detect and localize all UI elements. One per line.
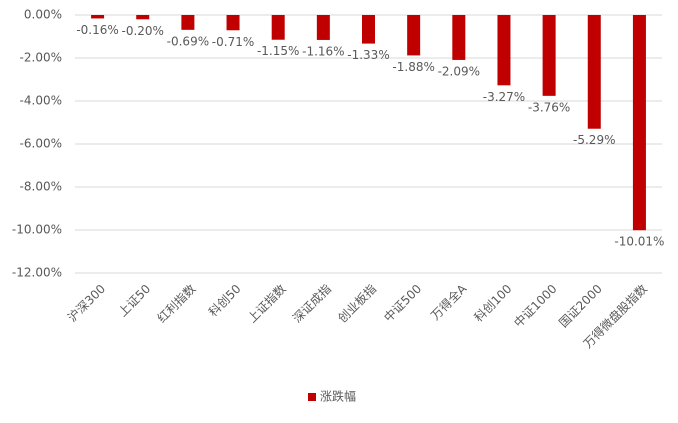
data-label: -1.16% bbox=[302, 44, 344, 58]
bar bbox=[91, 15, 105, 19]
data-label: -0.16% bbox=[76, 23, 118, 37]
x-tick-label: 中证500 bbox=[380, 281, 424, 325]
x-tick-label: 深证成指 bbox=[289, 281, 334, 326]
data-label: -0.69% bbox=[167, 34, 209, 48]
data-label: -3.76% bbox=[528, 100, 570, 114]
bar bbox=[271, 15, 285, 40]
x-tick-label: 科创100 bbox=[471, 282, 514, 325]
bar bbox=[497, 15, 511, 86]
legend-label: 涨跌幅 bbox=[320, 389, 356, 404]
y-tick-label: -4.00% bbox=[20, 94, 62, 108]
x-tick-label: 上证50 bbox=[116, 282, 154, 320]
x-tick-label: 创业板指 bbox=[335, 281, 380, 326]
bar bbox=[542, 15, 556, 96]
x-tick-label: 科创50 bbox=[206, 282, 244, 320]
data-label: -3.27% bbox=[483, 90, 525, 104]
bar bbox=[226, 15, 240, 31]
bar bbox=[362, 15, 375, 44]
data-label: -1.88% bbox=[392, 60, 434, 74]
data-label: -0.20% bbox=[122, 24, 164, 38]
x-tick-label: 沪深300 bbox=[65, 282, 108, 325]
y-tick-label: -8.00% bbox=[20, 180, 62, 194]
bar bbox=[136, 15, 150, 20]
x-tick-label: 红利指数 bbox=[154, 281, 199, 326]
bar bbox=[452, 15, 466, 60]
bar bbox=[632, 15, 646, 231]
x-tick-label: 上证指数 bbox=[244, 281, 289, 326]
y-tick-label: 0.00% bbox=[24, 8, 62, 22]
x-tick-label: 万得全A bbox=[428, 280, 470, 322]
x-tick-label: 中证1000 bbox=[511, 281, 560, 330]
bar bbox=[407, 15, 421, 56]
bar bbox=[587, 15, 601, 129]
data-label: -10.01% bbox=[614, 235, 664, 249]
y-tick-label: -10.00% bbox=[12, 223, 62, 237]
y-tick-label: -12.00% bbox=[12, 266, 62, 280]
data-label: -1.15% bbox=[257, 44, 299, 58]
data-label: -1.33% bbox=[347, 48, 389, 62]
y-tick-label: -2.00% bbox=[20, 51, 62, 65]
data-label: -0.71% bbox=[212, 35, 254, 49]
bar bbox=[316, 15, 330, 40]
bar bbox=[181, 15, 195, 30]
y-tick-label: -6.00% bbox=[20, 137, 62, 151]
data-label: -5.29% bbox=[573, 133, 615, 147]
data-label: -2.09% bbox=[438, 64, 480, 78]
legend-swatch bbox=[308, 393, 316, 401]
